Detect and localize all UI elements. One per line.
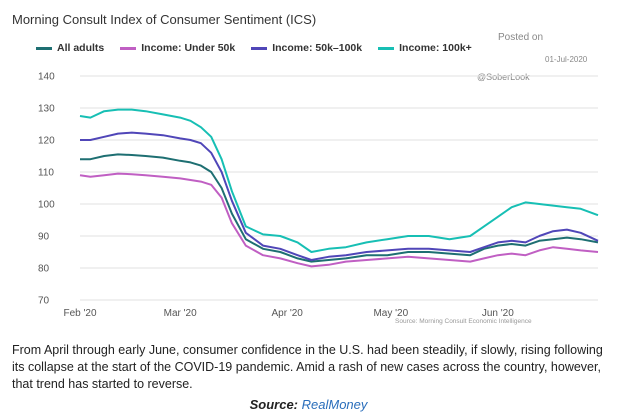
chart-legend: All adults Income: Under 50k Income: 50k…	[36, 42, 472, 54]
legend-swatch-100k-plus	[378, 46, 395, 50]
x-tick-label-1: Mar '20	[164, 308, 197, 319]
x-tick-label-3: May '20	[373, 308, 408, 319]
y-axis-ticks: 70 80 90 100 110 120 130 140	[38, 72, 55, 307]
line-chart: 70 80 90 100 110 120 130 140 Feb '20 Mar '20 Apr …	[38, 72, 599, 319]
legend-swatch-all-adults	[36, 46, 52, 50]
watermark-handle: @SoberLook	[477, 72, 530, 82]
legend-swatch-under-50k	[120, 46, 137, 50]
series-line-income-50k-100k	[80, 131, 599, 261]
source-prefix: Source:	[249, 397, 302, 412]
legend-item-under-50k: Income: Under 50k	[120, 42, 235, 54]
y-tick-label-130: 130	[38, 104, 55, 115]
legend-label-all-adults: All adults	[57, 42, 105, 54]
watermark-posted: Posted on	[498, 32, 544, 43]
legend-label-under-50k: Income: Under 50k	[141, 42, 236, 54]
y-tick-label-100: 100	[38, 200, 55, 211]
x-axis-ticks: Feb '20 Mar '20 Apr '20 May '20 Jun '20	[63, 308, 514, 319]
y-tick-label-110: 110	[38, 168, 54, 179]
y-tick-label-90: 90	[38, 232, 50, 243]
y-tick-label-70: 70	[38, 296, 50, 307]
x-tick-label-2: Apr '20	[272, 308, 304, 319]
y-tick-label-120: 120	[38, 136, 55, 147]
chart-title: Morning Consult Index of Consumer Sentim…	[12, 12, 317, 27]
series-line-income-100k-plus	[79, 108, 599, 253]
series-line-all-adults	[80, 153, 599, 263]
source-line: Source: RealMoney	[0, 397, 617, 412]
chart-grid	[80, 75, 598, 301]
y-tick-label-140: 140	[38, 72, 55, 83]
legend-label-100k-plus: Income: 100k+	[399, 42, 472, 54]
legend-item-50k-100k: Income: 50k–100k	[251, 42, 362, 54]
x-tick-label-0: Feb '20	[63, 308, 96, 319]
legend-label-50k-100k: Income: 50k–100k	[272, 42, 363, 54]
caption-text: From April through early June, consumer …	[12, 343, 603, 391]
chart-source-credit: Source: Morning Consult Economic Intelli…	[395, 318, 532, 325]
watermark-date: 01-Jul-2020	[545, 55, 588, 64]
legend-item-100k-plus: Income: 100k+	[378, 42, 472, 54]
legend-item-all-adults: All adults	[36, 42, 104, 54]
legend-swatch-50k-100k	[251, 46, 268, 50]
chart-series	[79, 108, 599, 268]
source-link[interactable]: RealMoney	[301, 397, 368, 412]
x-tick-label-4: Jun '20	[482, 308, 514, 319]
series-line-income-under-50k	[79, 172, 599, 268]
y-tick-label-80: 80	[38, 264, 50, 275]
